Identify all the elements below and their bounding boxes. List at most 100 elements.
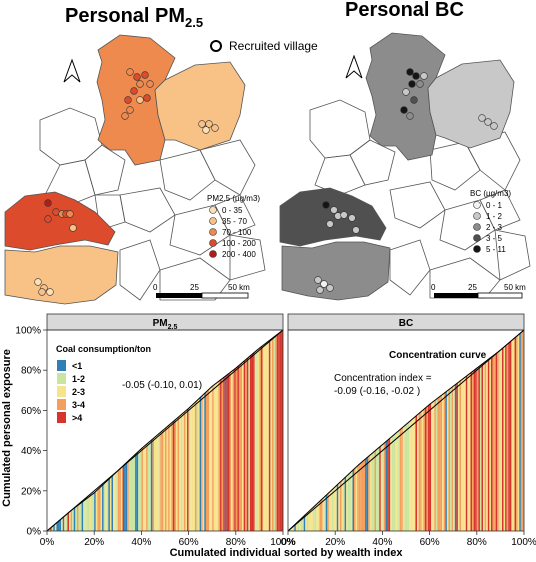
exposure-bar (111, 475, 114, 531)
exposure-bar (191, 404, 194, 531)
exposure-bar (352, 469, 355, 531)
exposure-bar (155, 435, 158, 531)
exposure-bar (201, 395, 203, 531)
village-marker (316, 286, 324, 294)
exposure-bar (371, 453, 373, 531)
exposure-bar (242, 362, 244, 531)
bc-region-east (427, 59, 515, 149)
coal-legend-label: 2-3 (72, 387, 85, 397)
exposure-bar (87, 497, 90, 531)
exposure-bar (432, 401, 435, 531)
exposure-bar (358, 464, 361, 531)
exposure-bar (260, 346, 263, 531)
exposure-bar (174, 419, 177, 531)
pm-region-south (4, 245, 119, 305)
exposure-bar (144, 445, 147, 531)
bc-legend-title: BC (µg/m3) (470, 189, 511, 198)
exposure-bar (454, 384, 457, 531)
exposure-bar (114, 472, 117, 531)
exposure-bar (169, 423, 172, 531)
legend-label: 0 - 35 (222, 206, 243, 215)
exposure-bar (366, 457, 369, 531)
exposure-bar (231, 371, 233, 531)
exposure-bar (487, 359, 490, 531)
exposure-bar (70, 510, 73, 531)
exposure-bar (350, 471, 353, 531)
pm-strip-label: PM2.5 (153, 318, 178, 331)
exposure-bar (141, 447, 143, 531)
exposure-bar (51, 526, 54, 531)
exposure-bar (127, 461, 129, 531)
y-tick-label: 20% (21, 486, 41, 497)
exposure-bar (102, 484, 104, 531)
exposure-bar (138, 450, 140, 531)
y-tick-label: 80% (21, 366, 41, 377)
exposure-bar (484, 361, 487, 531)
exposure-bar (476, 367, 479, 531)
exposure-bar (382, 443, 384, 531)
exposure-bar (341, 480, 344, 531)
exposure-bar (511, 340, 513, 531)
exposure-bar (94, 492, 96, 531)
village-marker (205, 120, 213, 128)
village-marker (66, 210, 74, 218)
exposure-bar (229, 372, 232, 531)
x-tick-label: 20% (84, 537, 104, 548)
village-marker (406, 68, 414, 76)
exposure-bar (368, 455, 370, 531)
exposure-bar (446, 390, 449, 531)
legend-label: 200 - 400 (222, 250, 256, 259)
village-marker (130, 87, 138, 95)
exposure-bar (216, 382, 219, 531)
exposure-bar (262, 345, 265, 531)
svg-text:0: 0 (153, 283, 158, 292)
exposure-bar (297, 521, 300, 531)
exposure-bar (271, 337, 274, 531)
pm-region-east (154, 61, 246, 151)
y-tick-label: 40% (21, 446, 41, 457)
exposure-bar (415, 415, 418, 531)
coal-legend-label: 1-2 (72, 374, 85, 384)
exposure-bar (130, 458, 132, 531)
exposure-bar (108, 478, 110, 531)
exposure-bar (196, 400, 199, 531)
exposure-bar (417, 414, 419, 531)
village-marker (410, 96, 418, 104)
bc-bars (288, 330, 524, 531)
exposure-bar (442, 394, 444, 531)
village-marker (121, 112, 129, 120)
exposure-bar (380, 445, 383, 531)
exposure-bar (254, 351, 257, 531)
exposure-bar (106, 480, 109, 531)
exposure-bar (235, 367, 238, 531)
exposure-bar (486, 360, 488, 531)
exposure-bar (494, 354, 496, 531)
exposure-bar (84, 499, 87, 531)
village-marker (202, 126, 210, 134)
exposure-bar (80, 503, 82, 531)
exposure-bar (413, 417, 416, 531)
bc-annotation-line2: -0.09 (-0.16, -0.02 ) (334, 386, 420, 397)
exposure-bar (385, 441, 388, 531)
exposure-bar (83, 500, 85, 531)
y-axis-ticks: 0% 20% 40% 60% 80% 100% (15, 326, 47, 538)
exposure-bar (275, 335, 277, 531)
exposure-bar (387, 439, 389, 531)
exposure-bar (426, 406, 429, 531)
bc-region-west (279, 187, 387, 247)
exposure-bar (355, 466, 358, 531)
pm-panel-frame (46, 329, 284, 532)
exposure-bar (391, 435, 394, 531)
x-tick-label: 0% (40, 537, 55, 548)
exposure-bar (98, 487, 101, 531)
exposure-bar (498, 350, 501, 531)
legend-swatch (209, 228, 217, 236)
exposure-bar (176, 418, 178, 531)
exposure-bar (420, 411, 422, 531)
exposure-bar (165, 427, 167, 531)
exposure-bar (249, 355, 252, 531)
pm-concentration-index: -0.05 (-0.10, 0.01) (122, 380, 202, 391)
exposure-bar (76, 505, 79, 531)
village-marker (326, 284, 334, 292)
exposure-bar (473, 369, 476, 531)
